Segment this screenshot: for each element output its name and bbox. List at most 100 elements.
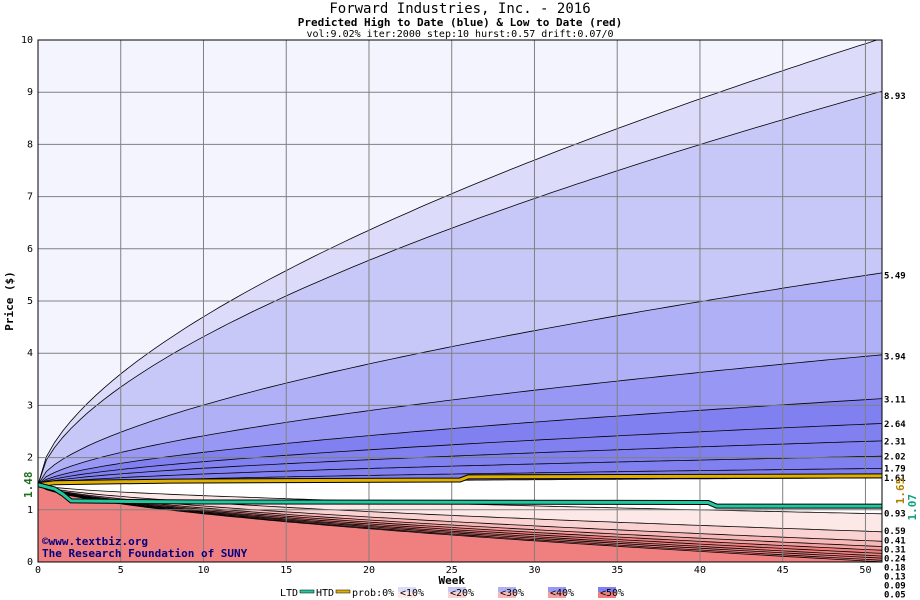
curve-end-label: 0.09	[884, 582, 906, 592]
chart-titles: Forward Industries, Inc. - 2016 Predicte…	[0, 1, 920, 41]
low-curve-3	[38, 484, 882, 547]
low-curve-4	[38, 484, 882, 551]
y-axis-label: Price ($)	[3, 271, 16, 331]
y-tick-label: 7	[27, 192, 33, 203]
curve-end-label: 5.49	[884, 271, 906, 281]
plot-border	[37, 39, 883, 563]
watermark-org: The Research Foundation of SUNY	[42, 547, 248, 560]
legend-band-swatch-low	[548, 587, 566, 598]
high-curve-2	[38, 272, 882, 485]
legend-band-label: <50%	[600, 588, 624, 599]
x-tick-label: 20	[363, 565, 375, 576]
legend-band-swatch-low	[448, 587, 466, 598]
curve-end-label: 0.31	[884, 546, 906, 556]
high-curve-3	[38, 354, 882, 485]
ltd-series-line	[38, 483, 882, 508]
legend-band-swatch-high	[598, 587, 616, 592]
high-curve-6	[38, 440, 882, 486]
x-tick-label: 45	[777, 565, 789, 576]
legend-band-swatch-high	[448, 587, 466, 592]
legend-band-label: <40%	[550, 588, 574, 599]
high-band-2	[38, 272, 882, 485]
x-tick-label: 25	[446, 565, 458, 576]
htd-final-label: 1.65	[894, 478, 907, 505]
legend-ltd-swatch	[299, 589, 315, 594]
legend-band-swatch-low	[598, 587, 616, 598]
low-band-4	[38, 484, 882, 551]
x-tick-label: 50	[859, 565, 871, 576]
legend-ltd-label: LTD	[280, 588, 298, 599]
curve-end-label: 2.31	[884, 437, 906, 447]
legend-htd-label: HTD	[316, 588, 334, 599]
chart-subtitle: Predicted High to Date (blue) & Low to D…	[297, 16, 623, 29]
y-tick-label: 8	[27, 139, 33, 150]
y-tick-label: 1	[27, 505, 33, 516]
chart-params: vol:9.02% iter:2000 step:10 hurst:0.57 d…	[306, 29, 614, 40]
high-curve-1	[38, 90, 882, 485]
legend-band-label: <20%	[450, 588, 474, 599]
legend-band-swatch-low	[398, 587, 416, 598]
y-tick-label: 6	[27, 244, 33, 255]
curve-end-label: 1.61	[884, 474, 906, 484]
x-tick-label: 10	[197, 565, 209, 576]
high-curve-5	[38, 423, 882, 486]
curve-end-label: 0.13	[884, 573, 906, 583]
start-price-label: 1.48	[22, 471, 35, 498]
low-band-1	[38, 484, 882, 532]
high-curve-7	[38, 455, 882, 486]
y-tick-label: 3	[27, 400, 33, 411]
x-tick-label: 40	[694, 565, 706, 576]
curve-end-label: 8.93	[884, 92, 906, 102]
x-tick-label: 15	[280, 565, 292, 576]
chart-title: Forward Industries, Inc. - 2016	[329, 1, 591, 17]
ltd-final-label: 1.07	[906, 494, 919, 521]
high-band-3	[38, 354, 882, 485]
curve-end-label: 0.24	[884, 555, 906, 565]
legend-band-label: <10%	[400, 588, 424, 599]
high-band-5	[38, 423, 882, 485]
y-tick-label: 10	[21, 35, 33, 46]
low-band-inner	[38, 484, 882, 562]
y-tick-label: 5	[27, 296, 33, 307]
low-curve-9	[38, 484, 882, 562]
high-band-outer	[38, 40, 882, 485]
x-tick-label: 0	[35, 565, 41, 576]
curve-end-label: 1.79	[884, 465, 906, 475]
low-band-0	[38, 484, 882, 514]
htd-series-line	[38, 474, 882, 487]
low-curve-5	[38, 484, 882, 554]
y-tick-label: 0	[27, 557, 33, 568]
y-tick-label: 9	[27, 87, 33, 98]
x-axis-label: Week	[438, 574, 465, 587]
curve-end-label: 0.41	[884, 537, 906, 547]
low-band-3	[38, 484, 882, 547]
y-tick-label: 2	[27, 453, 33, 464]
watermark-url: ©www.textbiz.org	[42, 535, 148, 548]
high-curve-0	[38, 40, 879, 485]
low-curve-8	[38, 484, 882, 561]
high-band-4	[38, 398, 882, 485]
curve-end-label: 0.05	[884, 591, 906, 600]
legend-band-swatch-low	[498, 587, 516, 598]
high-curve-4	[38, 398, 882, 486]
high-band-6	[38, 440, 882, 485]
x-tick-label: 35	[611, 565, 623, 576]
curve-end-label: 0.93	[884, 509, 906, 519]
curve-end-label: 3.11	[884, 396, 906, 406]
legend-htd-swatch	[335, 589, 351, 594]
legend-band-swatch-high	[398, 587, 416, 592]
low-band-2	[38, 484, 882, 542]
plot-area	[38, 40, 882, 562]
high-band-0	[38, 40, 882, 485]
legend-band-swatch-high	[548, 587, 566, 592]
legend-prob-label: prob:0%	[352, 588, 394, 599]
curve-end-label: 3.94	[884, 352, 906, 362]
curve-end-label: 2.64	[884, 420, 906, 430]
legend-band-label: <30%	[500, 588, 524, 599]
legend-band-swatch-high	[498, 587, 516, 592]
high-band-1	[38, 91, 882, 485]
curve-end-label: 0.59	[884, 527, 906, 537]
curve-end-label: 2.02	[884, 453, 906, 463]
x-tick-label: 5	[118, 565, 124, 576]
